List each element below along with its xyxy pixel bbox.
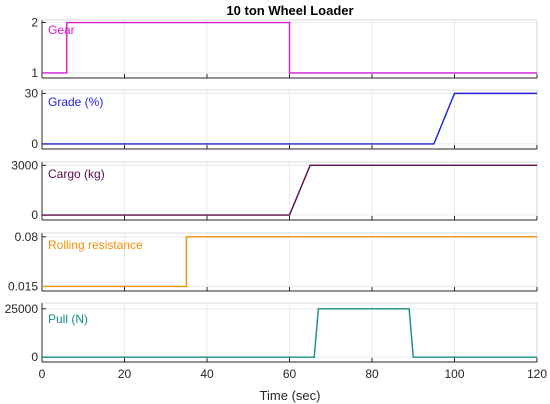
subplot-1-ytick-label-1: 1 [31,66,38,80]
x-axis-label: Time (sec) [260,388,321,403]
subplot-5-ytick-label-0: 0 [31,350,38,364]
subplot-5-ytick-label-25000: 25000 [5,302,39,316]
subplot-4-ytick-label-0.015: 0.015 [8,279,38,293]
subplot-5-series-line [42,308,537,358]
subplot-3-ytick-label-0: 0 [31,208,38,222]
x-tick-label-40: 40 [200,367,214,381]
subplot-4-ytick-label-0.08: 0.08 [15,230,39,244]
x-tick-label-120: 120 [527,367,547,381]
subplot-2-ytick-label-0: 0 [31,137,38,151]
subplot-3-series-line [42,164,537,216]
subplot-2-series-line [42,92,537,145]
x-tick-label-80: 80 [365,367,379,381]
subplot-3-ytick-label-3000: 3000 [11,158,38,172]
subplot-4-series-line [42,236,537,288]
subplot-5-series-label: Pull (N) [48,312,88,326]
subplot-3-series-label: Cargo (kg) [48,167,105,181]
x-tick-label-20: 20 [118,367,132,381]
x-tick-label-0: 0 [39,367,46,381]
subplot-1-series-label: Gear [48,23,75,37]
chart-title: 10 ton Wheel Loader [226,3,353,18]
x-tick-label-100: 100 [444,367,464,381]
x-tick-label-60: 60 [283,367,297,381]
subplot-4-series-label: Rolling resistance [48,238,143,252]
subplot-1-series-line [42,21,537,74]
subplot-2-series-label: Grade (%) [48,95,103,109]
subplot-2-ytick-label-30: 30 [25,86,39,100]
subplot-1-ytick-label-2: 2 [31,16,38,30]
